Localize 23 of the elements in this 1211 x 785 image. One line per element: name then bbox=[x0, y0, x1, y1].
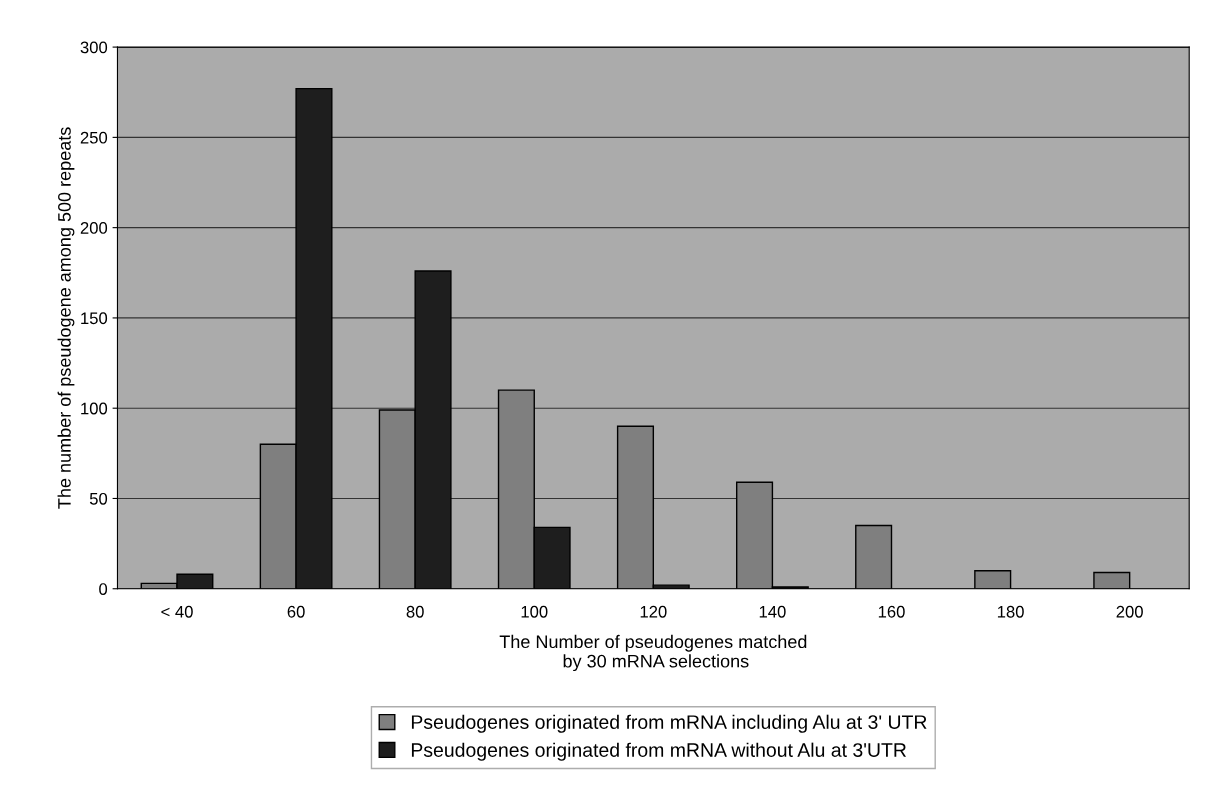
y-axis-title: The number of pseudogene among 500 repeats bbox=[57, 127, 75, 509]
y-tick-label: 300 bbox=[80, 41, 108, 54]
legend-label: Pseudogenes originated from mRNA without Alu at 3'UTR bbox=[411, 742, 907, 761]
legend-label: Pseudogenes originated from mRNA including Alu at 3' UTR bbox=[411, 714, 927, 733]
y-tick-label: 0 bbox=[99, 583, 108, 595]
x-tick-label: 60 bbox=[287, 605, 305, 618]
x-tick-label: < 40 bbox=[161, 605, 193, 618]
y-tick-label: 200 bbox=[80, 222, 108, 234]
x-tick-label: 80 bbox=[406, 605, 424, 618]
y-tick-label: 100 bbox=[81, 402, 108, 415]
y-tick-label: 50 bbox=[89, 492, 108, 505]
x-tick-label: 180 bbox=[997, 605, 1024, 618]
y-tick-label: 150 bbox=[81, 312, 108, 325]
x-tick-label: 160 bbox=[878, 605, 905, 618]
x-axis-title: The Number of pseudogenes matched by 30 mRNA selections bbox=[499, 634, 807, 672]
x-tick-label: 100 bbox=[521, 605, 548, 618]
x-tick-label: 120 bbox=[640, 605, 667, 618]
bar bbox=[1093, 571, 1131, 589]
x-tick-label: 200 bbox=[1116, 605, 1143, 618]
y-tick-label: 250 bbox=[80, 131, 108, 144]
bar bbox=[855, 524, 893, 589]
bar bbox=[974, 569, 1012, 589]
x-tick-label: 140 bbox=[759, 605, 786, 618]
